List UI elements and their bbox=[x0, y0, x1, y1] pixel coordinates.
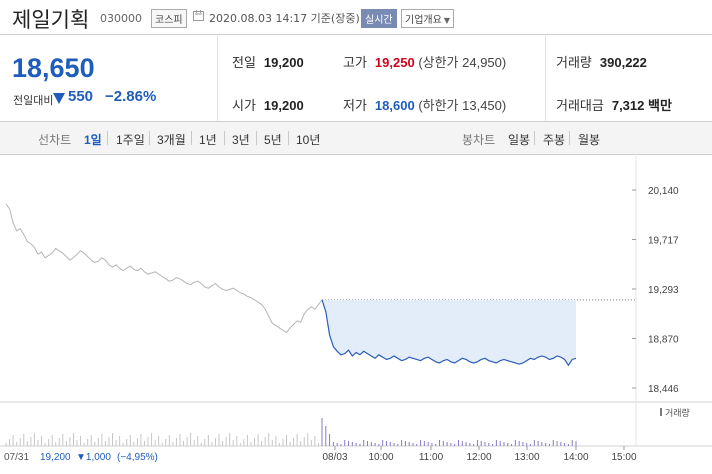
upper-limit: (상한가 24,950) bbox=[418, 55, 507, 70]
tab-1w[interactable]: 1주일 bbox=[116, 133, 145, 147]
today-price-line bbox=[321, 299, 577, 367]
high-value: 19,250 bbox=[374, 55, 415, 70]
candle-chart-label: 봉차트 bbox=[462, 133, 496, 147]
prev-close: 전일 19,200 bbox=[232, 52, 304, 71]
low-price: 저가 18,600 (하한가 13,450) bbox=[343, 95, 506, 114]
tab-1y[interactable]: 1년 bbox=[199, 133, 217, 147]
tab-separator bbox=[288, 131, 289, 145]
low-label: 저가 bbox=[343, 98, 367, 113]
tab-monthly[interactable]: 월봉 bbox=[578, 133, 601, 147]
amount-label: 거래대금 bbox=[556, 98, 604, 113]
today-fill-area bbox=[322, 299, 576, 366]
low-value: 18,600 bbox=[374, 98, 415, 113]
tab-separator bbox=[191, 131, 192, 145]
x-tick-label: 14:00 bbox=[563, 452, 588, 463]
x-tick-label: 13:00 bbox=[514, 452, 539, 463]
volume-legend-label: 거래량 bbox=[665, 407, 690, 418]
open-price: 시가 19,200 bbox=[232, 95, 304, 114]
line-chart-label: 선차트 bbox=[38, 133, 72, 147]
tab-1d[interactable]: 1일 bbox=[84, 133, 102, 147]
open-label: 시가 bbox=[232, 98, 256, 113]
x-tick-label: 11:00 bbox=[419, 452, 444, 463]
stock-name: 제일기획 bbox=[12, 8, 90, 32]
volume: 거래량 390,222 bbox=[556, 52, 647, 71]
tab-separator bbox=[534, 131, 535, 145]
price-change-pct: −2.86% bbox=[105, 88, 157, 105]
down-triangle-icon bbox=[53, 93, 65, 104]
y-tick-label: 19,293 bbox=[648, 285, 679, 296]
tab-5y[interactable]: 5년 bbox=[264, 133, 282, 147]
quote-timestamp: 2020.08.03 14:17 기준(장중) bbox=[209, 12, 360, 25]
y-tick-label: 18,446 bbox=[648, 384, 679, 395]
volume-value: 390,222 bbox=[599, 55, 647, 70]
tab-separator bbox=[149, 131, 150, 145]
divider bbox=[545, 35, 546, 122]
prev-day-close: 19,200 bbox=[40, 452, 71, 463]
trade-amount: 거래대금 7,312 백만 bbox=[556, 95, 672, 114]
x-tick-label: 15:00 bbox=[611, 452, 636, 463]
x-tick-label: 08/03 bbox=[322, 452, 347, 463]
prev-close-label: 전일 bbox=[232, 55, 256, 70]
company-info-dropdown[interactable]: 기업개요 ▼ bbox=[401, 9, 454, 28]
prev-day-change: ▼1,000 bbox=[76, 452, 111, 463]
quote-panel: 18,650 전일대비 550 −2.86% 전일 19,200 고가 19,250… bbox=[0, 34, 712, 122]
open-value: 19,200 bbox=[263, 98, 304, 113]
tab-daily[interactable]: 일봉 bbox=[508, 133, 531, 147]
y-tick-label: 20,140 bbox=[648, 186, 679, 197]
volume-label: 거래량 bbox=[556, 55, 592, 70]
clock-icon bbox=[193, 10, 204, 21]
price-change: 550 bbox=[68, 88, 94, 105]
tab-3y[interactable]: 3년 bbox=[232, 133, 250, 147]
x-tick-label: 12:00 bbox=[466, 452, 491, 463]
tab-10y[interactable]: 10년 bbox=[296, 133, 321, 147]
tab-3m[interactable]: 3개월 bbox=[157, 133, 186, 147]
amount-unit: 백만 bbox=[648, 98, 672, 113]
realtime-button[interactable]: 실시간 bbox=[361, 9, 397, 28]
tab-separator bbox=[256, 131, 257, 145]
tab-separator bbox=[224, 131, 225, 145]
x-tick-label: 10:00 bbox=[368, 452, 393, 463]
y-tick-label: 18,870 bbox=[648, 334, 679, 345]
prev-day-pct: (−4,95%) bbox=[117, 452, 158, 463]
tab-separator bbox=[107, 131, 108, 145]
high-price: 고가 19,250 (상한가 24,950) bbox=[343, 52, 506, 71]
price-chart[interactable]: 20,140 19,717 19,293 18,870 18,446 거래량 08/03 10… bbox=[0, 154, 712, 474]
current-price: 18,650 bbox=[12, 53, 95, 83]
tab-separator bbox=[569, 131, 570, 145]
period-tabs: 선차트 1일 1주일 3개월 1년 3년 5년 10년 봉차트 일봉 주봉 월봉 bbox=[0, 121, 712, 155]
prev-change-label: 전일대비 bbox=[13, 94, 54, 107]
stock-header: 제일기획 030000 코스피 2020.08.03 14:17 기준(장중) … bbox=[0, 0, 712, 34]
prev-day-price-line bbox=[5, 203, 323, 334]
y-tick-label: 19,717 bbox=[648, 235, 679, 246]
stock-code: 030000 bbox=[100, 12, 142, 25]
tab-weekly[interactable]: 주봉 bbox=[543, 133, 566, 147]
company-info-label: 기업개요 bbox=[405, 15, 442, 26]
market-badge: 코스피 bbox=[151, 9, 187, 28]
high-label: 고가 bbox=[343, 55, 367, 70]
chevron-down-icon: ▼ bbox=[443, 16, 450, 25]
divider bbox=[217, 35, 218, 122]
prev-day-date: 07/31 bbox=[4, 452, 29, 463]
volume-legend-swatch bbox=[660, 408, 662, 416]
prev-close-value: 19,200 bbox=[263, 55, 304, 70]
amount-value: 7,312 bbox=[611, 98, 645, 113]
lower-limit: (하한가 13,450) bbox=[418, 98, 507, 113]
